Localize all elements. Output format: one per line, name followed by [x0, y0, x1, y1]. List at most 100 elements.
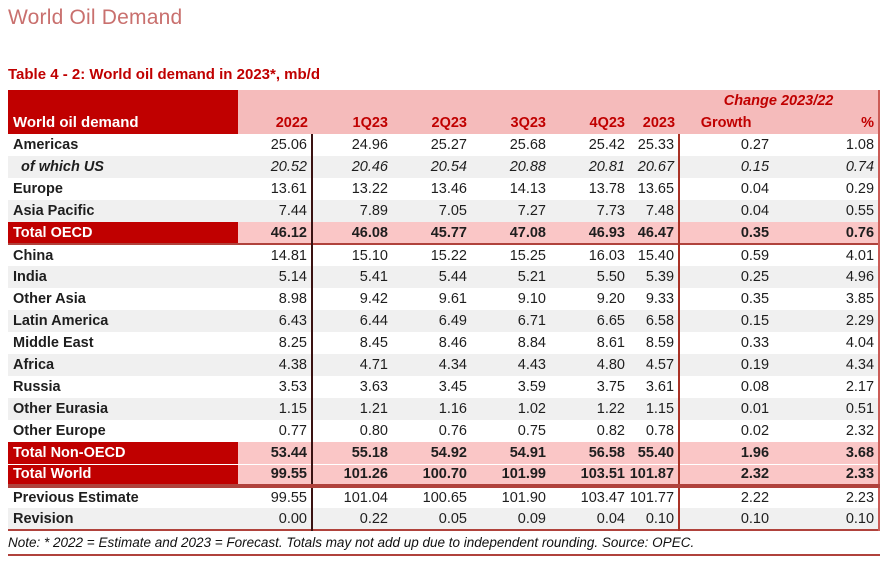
column-header-2022: 2022	[238, 112, 312, 134]
table-note: Note: * 2022 = Estimate and 2023 = Forec…	[8, 535, 695, 550]
value-cell: 7.05	[438, 203, 467, 219]
column-header-row: 2022 1Q23 2Q23 3Q23 4Q23 2023 Growth%	[8, 112, 881, 134]
value-cell: 25.06	[238, 134, 313, 156]
value-cell: 0.35	[679, 222, 774, 244]
value-cell: 20.67	[629, 156, 681, 178]
row-label: Previous Estimate	[13, 490, 139, 506]
value-cell: 99.55	[238, 486, 313, 508]
table-row: Total World 99.55 101.26 100.70 101.99 103.51…	[8, 464, 881, 486]
value-cell: 3.61	[629, 376, 681, 398]
table-row: Other Europe 0.77 0.80 0.76 0.75 0.82 0.78 0.02…	[8, 420, 881, 442]
value-cell: 0.27	[740, 137, 770, 153]
value-cell: 8.98	[238, 288, 313, 310]
value-cell: 20.46	[351, 159, 388, 175]
value-cell: 3.63	[359, 379, 388, 395]
value-cell: 100.65	[422, 490, 467, 506]
value-cell: 4.01	[773, 244, 881, 266]
value-cell: 15.40	[629, 244, 681, 266]
row-label: India	[13, 269, 47, 285]
row-label: of which US	[21, 159, 104, 175]
value-cell: 16.03	[588, 247, 625, 264]
value-cell: 101.90	[501, 490, 546, 506]
row-label: Asia Pacific	[13, 203, 95, 219]
value-cell: 9.61	[438, 291, 467, 307]
table-row: Total Non-OECD 53.44 55.18 54.92 54.91 56.58 5…	[8, 442, 881, 464]
table-row: Americas 25.06 24.96 25.27 25.68 25.42 25.33 0.…	[8, 134, 881, 156]
column-header-4q23: 4Q23	[550, 112, 629, 134]
column-header-3q23: 3Q23	[471, 112, 550, 134]
change-2023-22-header: Change 2023/22	[679, 90, 881, 112]
value-cell: 7.44	[238, 200, 313, 222]
value-cell: 7.89	[359, 203, 388, 219]
table-row: Other Asia 8.98 9.42 9.61 9.10 9.20 9.33 0.35 3.…	[8, 288, 881, 310]
value-cell: 56.58	[550, 442, 629, 464]
value-cell: 13.61	[238, 178, 313, 200]
value-cell: 46.93	[550, 222, 629, 244]
value-cell: 0.04	[740, 181, 770, 197]
value-cell: 9.10	[517, 291, 546, 307]
value-cell: 5.14	[238, 266, 313, 288]
table-row: of which US 20.52 20.46 20.54 20.88 20.81 20.6…	[8, 156, 881, 178]
value-cell: 46.08	[312, 222, 392, 244]
value-cell: 5.21	[517, 269, 546, 285]
value-cell: 5.44	[438, 269, 467, 285]
value-cell: 3.59	[517, 379, 546, 395]
value-cell: 4.80	[596, 357, 625, 373]
column-header-2023: 2023	[629, 112, 680, 134]
value-cell: 8.46	[438, 335, 467, 351]
row-label: Europe	[13, 181, 63, 197]
value-cell: 101.87	[629, 464, 681, 486]
value-cell: 8.61	[596, 335, 625, 351]
value-cell: 46.12	[238, 222, 313, 244]
row-label: Other Europe	[13, 423, 106, 439]
value-cell: 20.54	[430, 159, 467, 175]
value-cell: 99.55	[238, 464, 313, 486]
value-cell: 0.19	[740, 357, 770, 373]
value-cell: 13.65	[629, 178, 681, 200]
value-cell: 53.44	[238, 442, 313, 464]
value-cell: 4.34	[438, 357, 467, 373]
value-cell: 7.73	[596, 203, 625, 219]
page-title: World Oil Demand	[8, 6, 183, 29]
value-cell: 0.22	[359, 510, 388, 527]
row-label: Total OECD	[8, 222, 238, 244]
value-cell: 1.21	[359, 401, 388, 417]
row-label: Africa	[13, 357, 55, 373]
row-label: Other Eurasia	[13, 401, 109, 417]
value-cell: 0.09	[517, 510, 546, 527]
value-cell: 4.43	[517, 357, 546, 373]
value-cell: 14.13	[509, 181, 546, 197]
value-cell: 46.47	[629, 222, 681, 244]
row-label: Middle East	[13, 335, 94, 351]
row-label: Total Non-OECD	[8, 442, 238, 464]
value-cell: 0.05	[438, 510, 467, 527]
value-cell: 0.25	[740, 269, 770, 285]
value-cell: 0.10	[629, 508, 681, 530]
value-cell: 20.52	[238, 156, 313, 178]
bottom-rule	[8, 554, 880, 556]
value-cell: 100.70	[392, 464, 471, 486]
table-row: Middle East 8.25 8.45 8.46 8.84 8.61 8.59 0.33 4…	[8, 332, 881, 354]
value-cell: 8.59	[629, 332, 681, 354]
value-cell: 7.27	[517, 203, 546, 219]
report-page: World Oil Demand Table 4 - 2: World oil …	[8, 6, 881, 556]
change-header-row: World oil demand Change 2023/22	[8, 90, 881, 134]
row-label: Revision	[13, 510, 74, 527]
table-caption: Table 4 - 2: World oil demand in 2023*, …	[8, 66, 321, 83]
row-label: Russia	[13, 379, 61, 395]
value-cell: 1.08	[773, 134, 881, 156]
table-row: India 5.14 5.41 5.44 5.21 5.50 5.39 0.25 4.96	[8, 266, 881, 288]
value-cell: 3.75	[596, 379, 625, 395]
value-cell: 0.75	[517, 423, 546, 439]
table-corner-label: World oil demand	[8, 90, 238, 134]
value-cell: 0.77	[238, 420, 313, 442]
value-cell: 0.51	[773, 398, 881, 420]
value-cell: 4.57	[629, 354, 681, 376]
value-cell: 55.40	[629, 442, 681, 464]
value-cell: 3.68	[773, 442, 881, 464]
value-cell: 0.10	[773, 508, 881, 530]
value-cell: 0.59	[740, 247, 770, 264]
value-cell: 1.15	[629, 398, 681, 420]
value-cell: 5.39	[629, 266, 681, 288]
value-cell: 2.22	[740, 490, 770, 506]
